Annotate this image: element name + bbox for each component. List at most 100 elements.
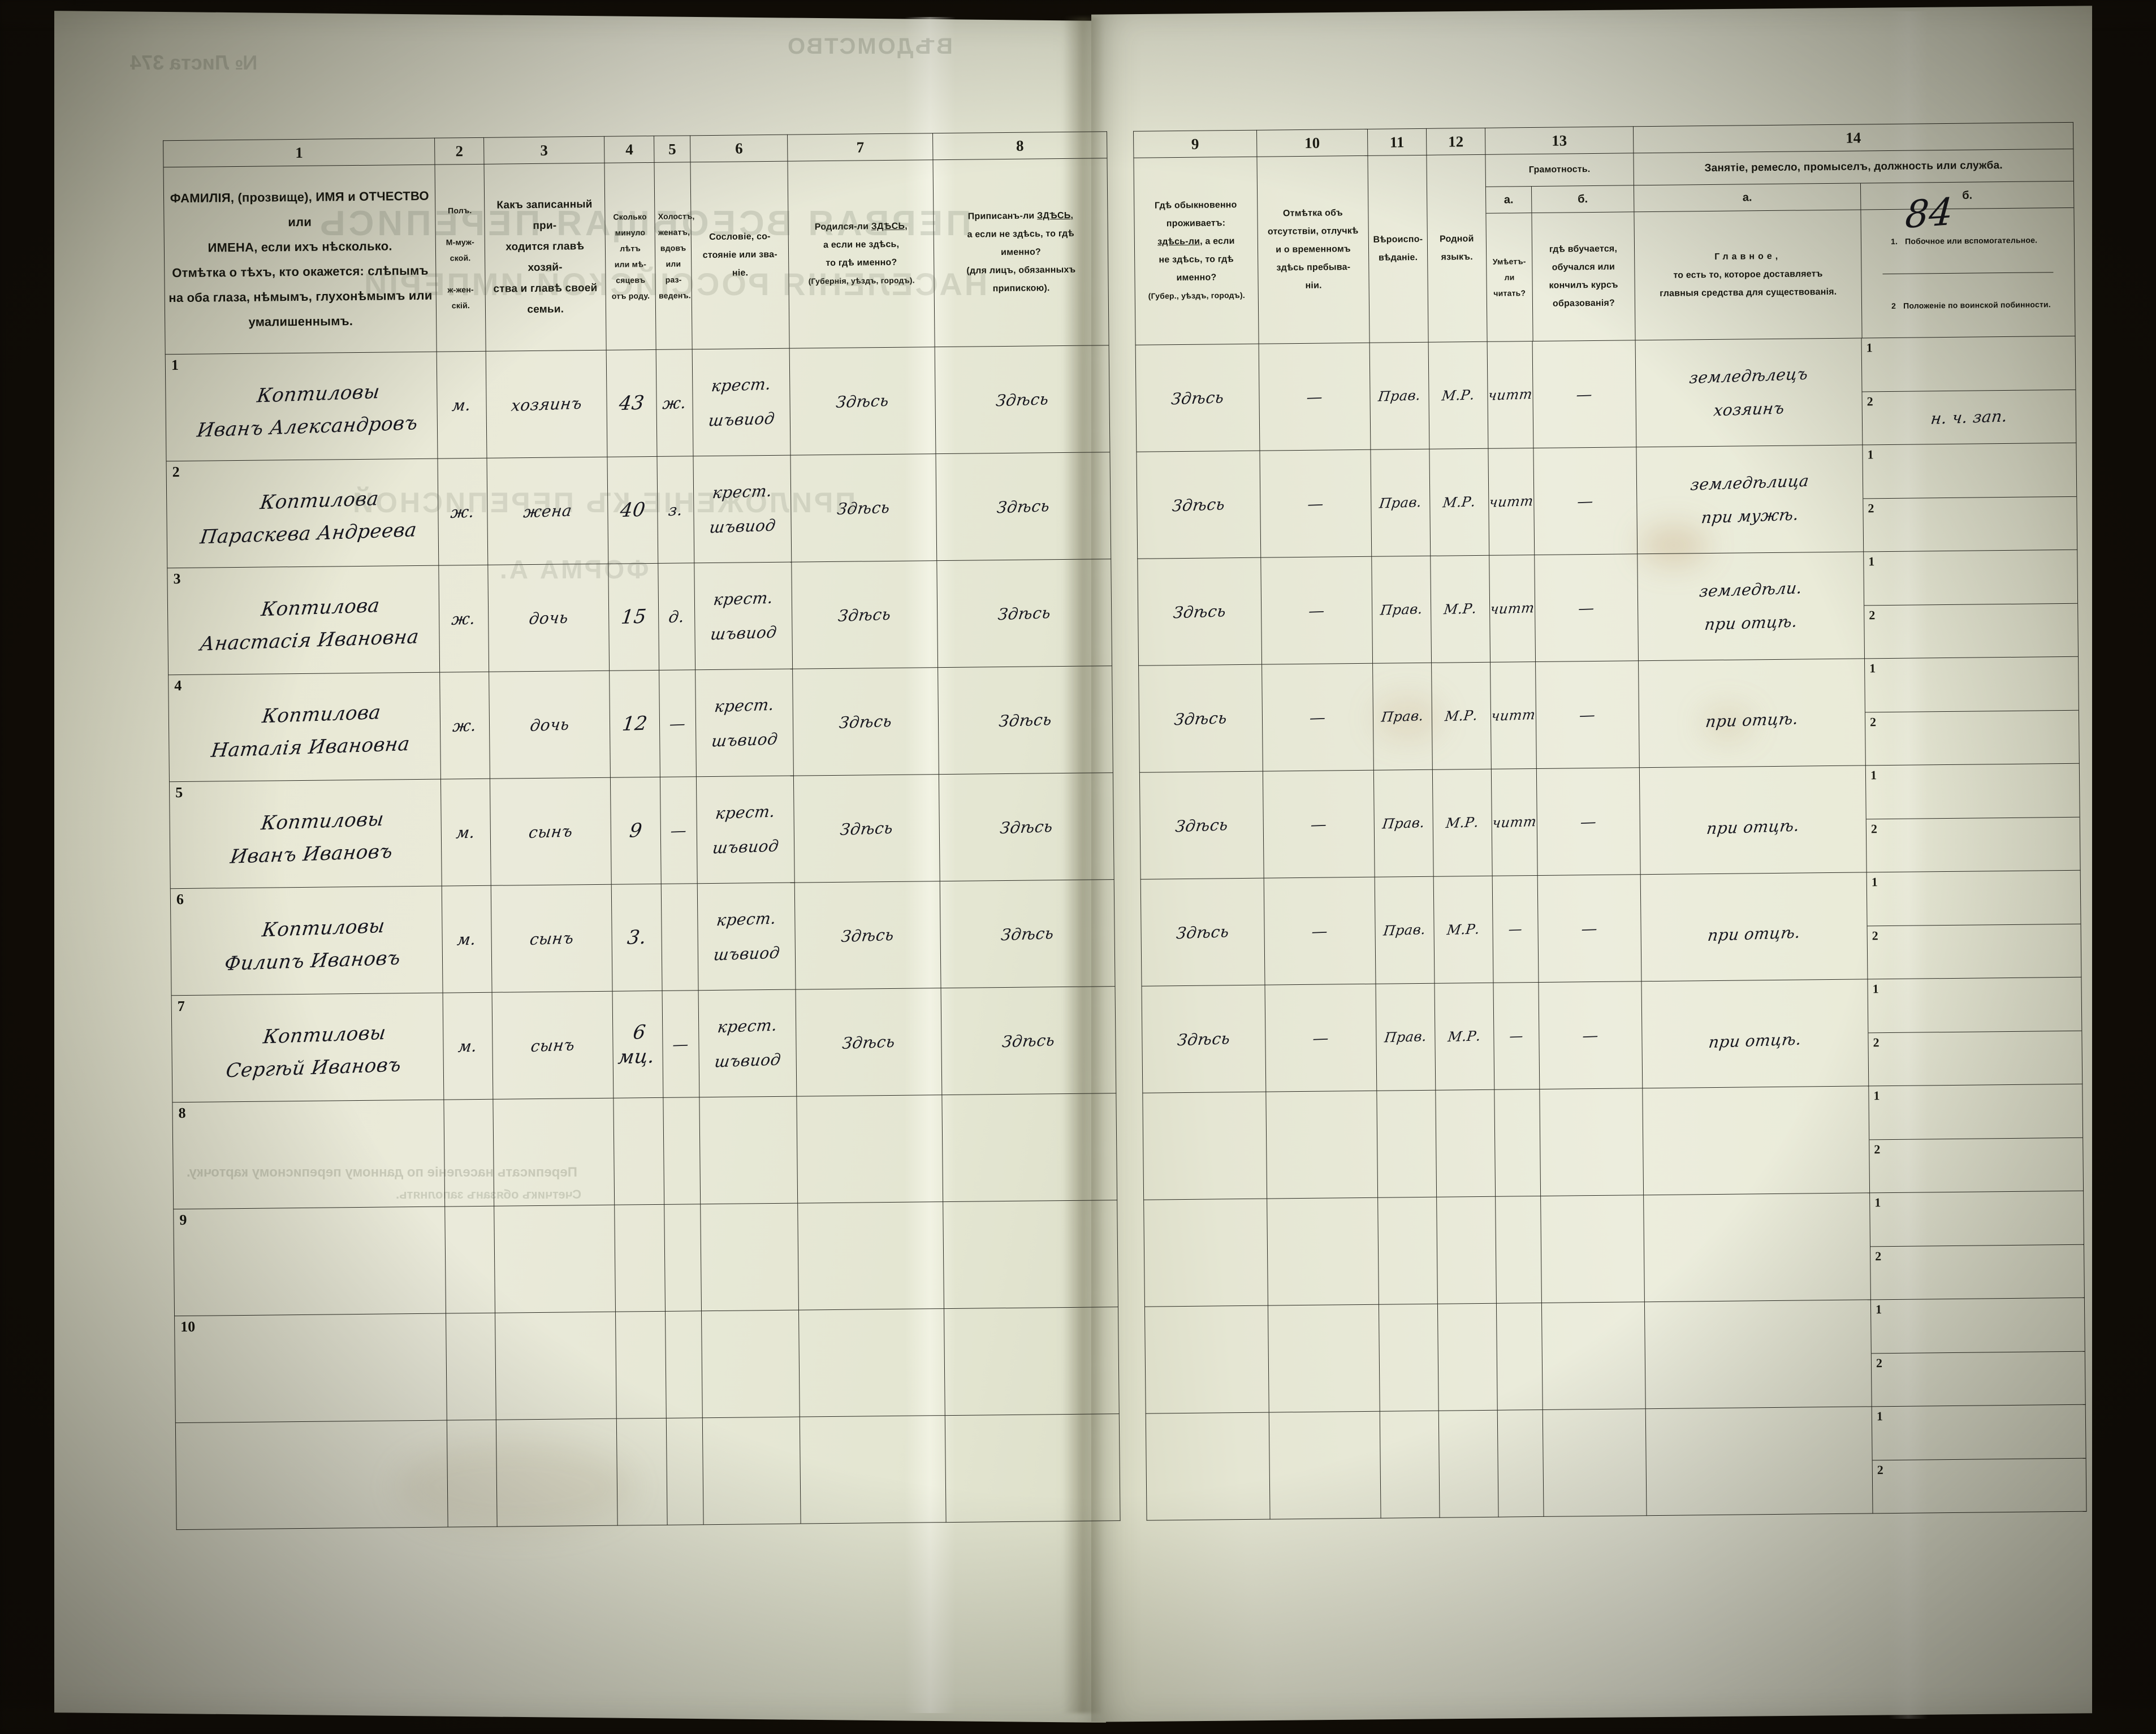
cell-relation[interactable]: сынъ [490, 884, 613, 993]
cell-residence[interactable]: Здѣсь [1136, 451, 1261, 559]
cell-literacy-a[interactable]: — [1492, 875, 1539, 983]
cell-sex[interactable]: ж. [440, 672, 490, 780]
cell-estate[interactable]: крест. шъвиод [694, 562, 793, 670]
cell-marital[interactable] [666, 1417, 704, 1525]
cell-literacy-b[interactable]: — [1538, 981, 1643, 1089]
cell-relation[interactable]: дочь [489, 671, 611, 779]
cell-birthplace[interactable] [800, 1415, 947, 1524]
table-row[interactable]: 3 Коптилова Анастасія Ивановна ж. дочь 15 д. кр… [167, 559, 1112, 675]
cell-literacy-a[interactable] [1495, 1196, 1542, 1304]
cell-relation[interactable] [495, 1312, 617, 1420]
cell-religion[interactable]: Прав. [1370, 449, 1431, 557]
cell-occupation-side[interactable]: 1 2 н. ч. зап. [1861, 336, 2076, 445]
cell-religion[interactable]: Прав. [1371, 556, 1432, 664]
cell-sex[interactable]: м. [437, 351, 487, 459]
cell-birthplace[interactable] [798, 1201, 944, 1311]
cell-absence[interactable]: — [1265, 984, 1377, 1092]
cell-registration[interactable]: Здѣсь [935, 345, 1110, 454]
cell-sex[interactable]: ж. [438, 458, 488, 566]
cell-birthplace[interactable]: Здѣсь [792, 560, 938, 669]
cell-relation[interactable] [494, 1205, 616, 1313]
cell-absence[interactable]: — [1259, 449, 1372, 558]
cell-residence[interactable] [1142, 1092, 1267, 1200]
cell-registration[interactable]: Здѣсь [939, 772, 1114, 881]
table-row[interactable]: 6 Коптиловы Филипъ Ивановъ м. сынъ 3. крест. шъ… [170, 879, 1116, 996]
cell-literacy-a[interactable]: читт [1487, 341, 1533, 449]
cell-marital[interactable]: — [659, 669, 697, 777]
table-row[interactable]: 10 [174, 1307, 1120, 1423]
cell-registration[interactable] [941, 1093, 1117, 1202]
cell-age[interactable]: 15 [608, 563, 659, 671]
cell-occupation-main[interactable] [1642, 1086, 1870, 1195]
cell-marital[interactable] [663, 1097, 701, 1205]
cell-absence[interactable] [1265, 1091, 1378, 1199]
cell-residence[interactable] [1144, 1305, 1269, 1414]
cell-occupation-main[interactable]: земледѣлица при мужѣ. [1636, 444, 1864, 554]
cell-literacy-a[interactable]: читт [1488, 448, 1535, 556]
table-row[interactable]: Здѣсь — Прав. М.Р. читт — земледѣлица при мужѣ.… [1136, 443, 2077, 559]
cell-religion[interactable] [1377, 1197, 1438, 1305]
cell-occupation-main[interactable]: при отцѣ. [1640, 872, 1868, 981]
cell-language[interactable] [1436, 1196, 1497, 1304]
cell-name[interactable]: 4 Коптилова Наталія Ивановна [168, 672, 441, 782]
cell-name[interactable]: 7 Коптиловы Сергѣй Ивановъ [171, 993, 444, 1102]
cell-estate[interactable]: крест. шъвиод [693, 455, 792, 563]
table-row[interactable]: 5 Коптиловы Иванъ Ивановъ м. сынъ 9 — крест. шъв… [169, 772, 1114, 889]
cell-literacy-a[interactable]: читт [1489, 555, 1536, 663]
cell-relation[interactable] [492, 1098, 615, 1207]
cell-estate[interactable]: крест. шъвиод [698, 989, 797, 1097]
cell-sex[interactable]: ж. [439, 565, 489, 673]
cell-occupation-main[interactable] [1644, 1299, 1872, 1409]
cell-literacy-a[interactable]: читт [1490, 661, 1537, 769]
cell-name[interactable]: 1 Коптиловы Иванъ Александровъ [165, 352, 438, 461]
cell-name[interactable]: 2 Коптилова Параскева Андреева [166, 459, 439, 568]
cell-age[interactable]: 9 [610, 777, 662, 885]
table-row[interactable]: 2 Коптилова Параскева Андреева ж. жена 40 з. кр… [166, 452, 1111, 568]
cell-sex[interactable] [447, 1420, 497, 1528]
cell-marital[interactable] [665, 1311, 703, 1419]
cell-registration[interactable]: Здѣсь [941, 986, 1116, 1095]
cell-birthplace[interactable]: Здѣсь [796, 988, 942, 1097]
cell-literacy-b[interactable] [1543, 1408, 1647, 1517]
cell-name[interactable]: 6 Коптиловы Филипъ Ивановъ [170, 886, 443, 996]
cell-estate[interactable]: крест. шъвиод [695, 669, 794, 777]
cell-birthplace[interactable]: Здѣсь [790, 453, 937, 563]
cell-birthplace[interactable]: Здѣсь [793, 774, 940, 883]
cell-literacy-a[interactable]: читт [1491, 768, 1538, 876]
cell-relation[interactable] [495, 1419, 618, 1527]
cell-estate[interactable] [700, 1203, 799, 1311]
cell-age[interactable]: 3. [611, 884, 663, 992]
cell-relation[interactable]: хозяинъ [485, 350, 608, 459]
cell-sex[interactable]: м. [443, 992, 493, 1100]
cell-age[interactable] [613, 1097, 665, 1205]
cell-language[interactable]: М.Р. [1430, 555, 1490, 663]
table-row[interactable]: 1 Коптиловы Иванъ Александровъ м. хозяинъ 43 ж… [165, 345, 1110, 461]
table-row[interactable]: Здѣсь — Прав. М.Р. — — при отцѣ. 1 2 [1142, 977, 2082, 1093]
cell-marital[interactable] [664, 1204, 702, 1312]
cell-sex[interactable] [445, 1206, 495, 1314]
cell-registration[interactable]: Здѣсь [937, 665, 1113, 775]
cell-language[interactable]: М.Р. [1432, 769, 1493, 877]
cell-literacy-b[interactable]: — [1536, 767, 1641, 876]
cell-relation[interactable]: сынъ [491, 991, 613, 1100]
cell-registration[interactable] [943, 1200, 1118, 1309]
cell-registration[interactable]: Здѣсь [936, 559, 1112, 668]
cell-religion[interactable]: Прав. [1375, 876, 1435, 984]
cell-age[interactable] [615, 1311, 667, 1419]
cell-absence[interactable]: — [1263, 770, 1375, 879]
cell-residence[interactable]: Здѣсь [1135, 344, 1260, 452]
cell-absence[interactable]: — [1264, 877, 1376, 985]
cell-name[interactable]: 10 [174, 1313, 447, 1423]
cell-literacy-b[interactable] [1541, 1301, 1646, 1410]
cell-literacy-b[interactable]: — [1534, 554, 1639, 662]
cell-literacy-b[interactable] [1540, 1195, 1645, 1303]
cell-language[interactable]: М.Р. [1431, 662, 1492, 770]
cell-language[interactable] [1438, 1410, 1499, 1518]
